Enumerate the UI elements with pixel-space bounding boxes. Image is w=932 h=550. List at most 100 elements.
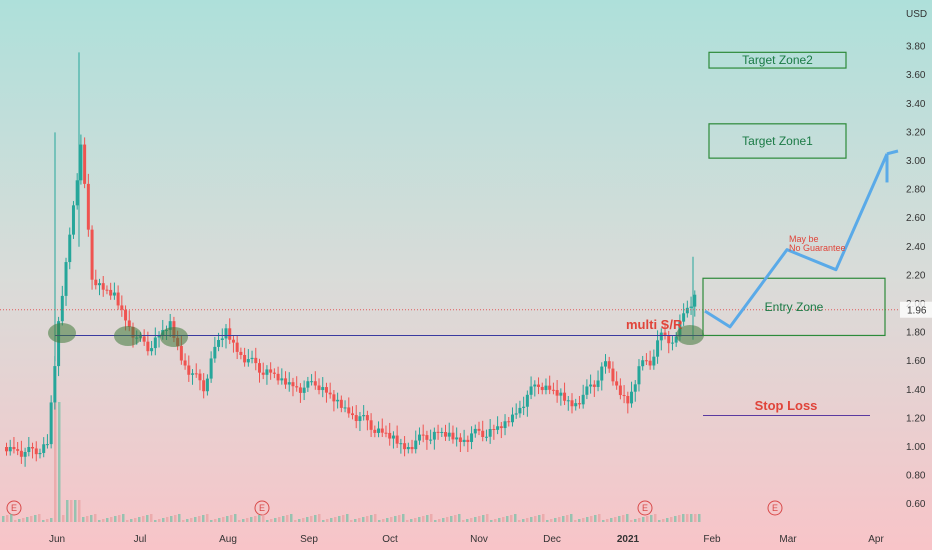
candle-body (458, 437, 462, 442)
volume-bar (90, 515, 93, 522)
volume-bar (562, 516, 565, 522)
volume-bar (422, 516, 425, 522)
volume-bar (646, 516, 649, 522)
candle-body (622, 395, 626, 397)
volume-bar (630, 520, 633, 522)
candle-body (42, 444, 46, 453)
volume-bar (326, 519, 329, 522)
x-tick-label: Apr (868, 534, 884, 545)
candle-body (153, 337, 157, 349)
candle-body (57, 321, 61, 367)
volume-bar (86, 516, 89, 522)
candle-body (533, 384, 537, 387)
candle-body (347, 407, 351, 414)
volume-bar (30, 516, 33, 522)
volume-bar (202, 515, 205, 522)
candle-body (75, 180, 79, 206)
candle-body (239, 351, 243, 356)
volume-bar (530, 517, 533, 522)
volume-bar (318, 514, 321, 522)
candle-body (518, 407, 522, 414)
volume-bar (118, 515, 121, 522)
sr-touch-highlight (48, 323, 76, 343)
volume-bar (258, 515, 261, 522)
candle-body (217, 339, 221, 347)
candle-body (49, 402, 53, 445)
volume-bar (58, 402, 61, 522)
y-tick-label: 1.20 (906, 413, 926, 424)
candle-body (291, 382, 295, 387)
last-price-label: 1.96 (907, 306, 927, 317)
volume-bar (150, 514, 153, 522)
candle-body (380, 428, 384, 433)
candle-body (644, 360, 648, 362)
candle-body (284, 378, 288, 385)
candle-body (183, 360, 187, 366)
volume-bar (642, 517, 645, 522)
volume-bar (482, 515, 485, 522)
volume-bar (614, 517, 617, 522)
candle-body (484, 436, 488, 438)
volume-bar (510, 515, 513, 522)
volume-bar (146, 515, 149, 522)
sr-touch-highlight (676, 325, 704, 345)
candle-body (522, 406, 526, 408)
volume-bar (230, 515, 233, 522)
candle-body (16, 449, 20, 451)
candle-body (202, 380, 206, 392)
candle-body (332, 394, 336, 402)
candle-body (488, 429, 492, 437)
candle-body (462, 439, 466, 442)
candle-body (120, 305, 124, 310)
candle-body (585, 386, 589, 395)
candle-body (101, 283, 105, 290)
volume-bar (266, 520, 269, 522)
candle-body (473, 428, 477, 434)
volume-bar (186, 519, 189, 522)
y-tick-label: 2.40 (906, 242, 926, 253)
candle-body (466, 439, 470, 442)
volume-bar (634, 519, 637, 522)
candle-body (220, 338, 224, 340)
volume-bar (234, 514, 237, 522)
candle-body (71, 205, 75, 235)
candle-body (362, 415, 366, 417)
y-tick-label: 1.60 (906, 356, 926, 367)
candle-body (272, 372, 276, 374)
volume-bar (430, 514, 433, 522)
candle-body (250, 357, 254, 360)
candle-body (477, 428, 481, 431)
volume-bar (698, 514, 701, 522)
y-tick-label: 2.80 (906, 185, 926, 196)
volume-bar (10, 514, 13, 522)
candle-body (667, 335, 671, 344)
candle-body (559, 392, 563, 396)
volume-bar (426, 515, 429, 522)
candle-body (455, 437, 459, 440)
volume-bar (434, 520, 437, 522)
volume-bar (62, 515, 65, 522)
candle-body (191, 373, 195, 375)
volume-bar (458, 514, 461, 522)
candle-body (444, 431, 448, 437)
candle-body (637, 366, 641, 385)
volume-bar (406, 520, 409, 522)
volume-bar (398, 515, 401, 522)
volume-bar (554, 518, 557, 522)
candle-body (257, 363, 261, 373)
volume-bar (254, 516, 257, 522)
volume-bar (210, 520, 213, 522)
candle-body (440, 431, 444, 433)
candle-body (555, 390, 559, 396)
earnings-marker-label: E (642, 503, 648, 513)
volume-bar (526, 518, 529, 522)
candle-body (615, 381, 619, 386)
candle-body (570, 400, 574, 407)
zone-label: Entry Zone (765, 300, 824, 314)
volume-bar (446, 517, 449, 522)
x-tick-label: Jun (49, 534, 65, 545)
candle-body (12, 447, 16, 450)
volume-bar (506, 516, 509, 522)
volume-bar (74, 500, 77, 522)
earnings-marker-label: E (772, 503, 778, 513)
